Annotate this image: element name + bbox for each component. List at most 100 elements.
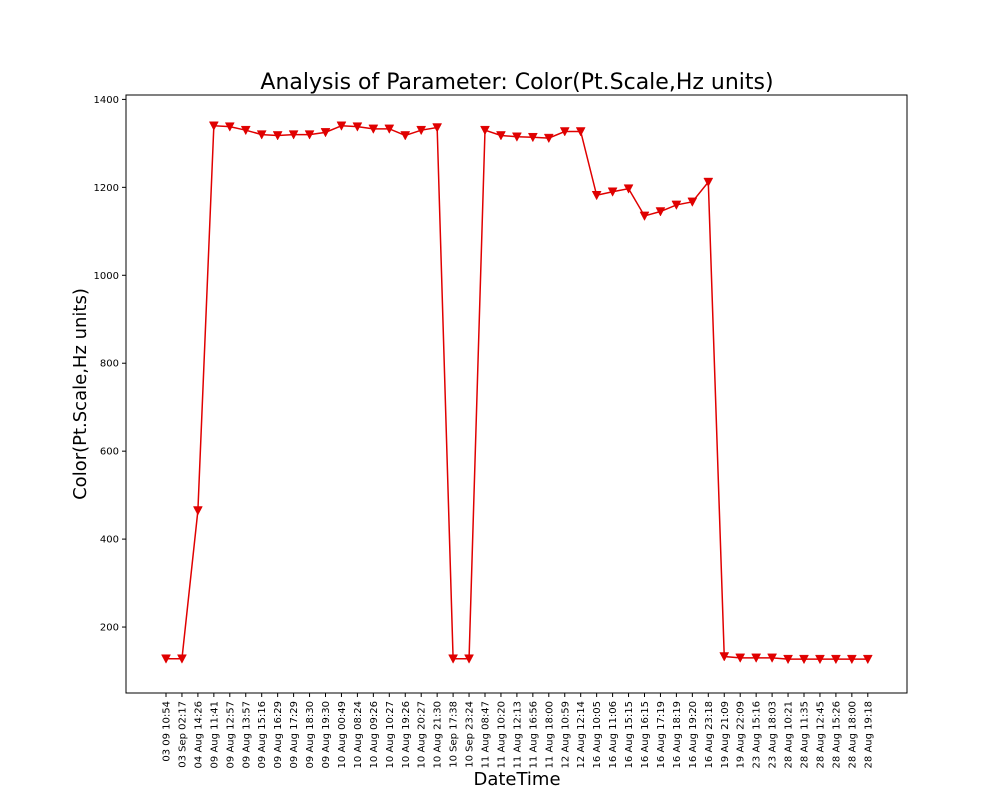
x-tick-label: 16 Aug 17:19 <box>656 701 667 768</box>
data-point <box>735 653 746 663</box>
x-tick-label: 12 Aug 10:59 <box>560 701 571 768</box>
y-tick-label: 600 <box>100 447 119 458</box>
x-tick-label: 19 Aug 21:09 <box>720 701 731 768</box>
x-tick-label: 10 Aug 00:49 <box>337 701 348 768</box>
x-tick-label: 12 Aug 12:14 <box>576 701 587 768</box>
data-point <box>607 187 618 197</box>
data-point <box>623 184 634 194</box>
data-point <box>400 131 411 141</box>
x-tick-label: 03 09 10:54 <box>162 701 173 762</box>
data-series <box>161 121 873 665</box>
data-point <box>671 200 682 210</box>
x-tick-label: 16 Aug 11:06 <box>608 701 619 768</box>
x-tick-label: 16 Aug 19:20 <box>688 701 699 768</box>
x-tick-label: 28 Aug 11:35 <box>800 701 811 768</box>
x-tick-label: 16 Aug 15:15 <box>624 701 635 768</box>
data-point <box>336 121 347 131</box>
x-tick-label: 28 Aug 10:21 <box>784 701 795 768</box>
data-point <box>559 127 570 137</box>
data-point <box>751 653 762 663</box>
data-point <box>639 211 650 221</box>
x-tick-label: 28 Aug 15:26 <box>831 701 842 768</box>
y-tick-label: 1400 <box>94 95 119 106</box>
x-tick-label: 10 Sep 17:38 <box>449 701 460 768</box>
x-axis-label: DateTime <box>473 769 560 790</box>
data-point <box>320 128 331 138</box>
x-tick-label: 10 Sep 23:24 <box>465 701 476 768</box>
x-tick-label: 11 Aug 10:20 <box>496 701 507 768</box>
series-line <box>166 124 868 660</box>
data-point <box>846 654 857 665</box>
data-point <box>480 125 490 136</box>
x-tick-label: 09 Aug 12:57 <box>225 701 236 768</box>
x-tick-label: 11 Aug 18:00 <box>544 701 555 768</box>
y-axis: 200 400 600 800 1000 1200 1400 <box>94 95 126 634</box>
data-point <box>719 652 730 662</box>
data-point <box>384 124 395 134</box>
data-point <box>432 123 443 133</box>
x-tick-label: 19 Aug 22:09 <box>736 701 747 768</box>
data-point <box>224 122 235 132</box>
y-tick-label: 800 <box>100 359 119 370</box>
x-tick-label: 11 Aug 12:13 <box>512 701 523 768</box>
x-tick-label: 09 Aug 16:29 <box>273 701 284 768</box>
data-point <box>368 124 379 134</box>
x-tick-label: 09 Aug 18:30 <box>305 701 316 768</box>
x-tick-label: 16 Aug 23:18 <box>704 701 715 768</box>
data-point <box>240 125 251 136</box>
x-tick-label: 28 Aug 12:45 <box>815 701 826 768</box>
plot-area <box>125 94 908 694</box>
x-tick-label: 03 Sep 02:17 <box>177 701 188 768</box>
x-tick-label: 09 Aug 17:29 <box>289 701 300 768</box>
x-tick-label: 23 Aug 15:16 <box>752 701 763 768</box>
data-point <box>352 122 363 132</box>
data-point <box>527 132 538 143</box>
x-tick-label: 09 Aug 11:41 <box>209 701 220 768</box>
y-tick-label: 200 <box>100 623 119 634</box>
x-tick-label: 10 Aug 10:27 <box>385 701 396 768</box>
x-tick-label: 10 Aug 21:30 <box>433 701 444 768</box>
data-point <box>799 654 809 665</box>
data-point <box>543 133 554 144</box>
data-point <box>591 191 602 201</box>
data-point <box>161 654 171 664</box>
data-point <box>862 654 873 665</box>
y-tick-label: 1000 <box>94 271 119 282</box>
x-tick-label: 10 Aug 20:27 <box>417 701 428 768</box>
y-tick-label: 1200 <box>94 183 119 194</box>
x-tick-label: 10 Aug 19:26 <box>401 701 412 768</box>
x-tick-label: 11 Aug 08:47 <box>481 701 492 768</box>
data-point <box>177 654 187 664</box>
data-point <box>416 125 427 136</box>
data-point <box>687 197 698 207</box>
data-point <box>192 506 203 516</box>
data-point <box>448 654 459 664</box>
x-axis: 03 09 10:54 03 Sep 02:17 04 Aug 14:26 09 Au… <box>162 693 874 768</box>
data-point <box>703 177 714 188</box>
data-point <box>830 654 841 665</box>
data-point <box>288 130 299 140</box>
x-tick-label: 11 Aug 16:56 <box>528 701 539 768</box>
x-tick-label: 10 Aug 08:24 <box>353 701 364 768</box>
x-tick-label: 28 Aug 18:00 <box>847 701 858 768</box>
data-point <box>783 654 793 665</box>
x-tick-label: 04 Aug 14:26 <box>193 701 204 768</box>
x-tick-label: 28 Aug 19:18 <box>863 701 874 768</box>
data-point <box>511 132 522 142</box>
data-point <box>304 130 315 140</box>
x-tick-label: 09 Aug 19:30 <box>321 701 332 768</box>
data-point <box>767 653 778 663</box>
y-tick-label: 400 <box>100 535 119 546</box>
data-point <box>815 654 825 665</box>
y-axis-label: Color(Pt.Scale,Hz units) <box>70 288 91 500</box>
data-point <box>272 131 283 141</box>
x-tick-label: 09 Aug 15:16 <box>257 701 268 768</box>
data-point <box>464 654 474 664</box>
x-tick-label: 10 Aug 09:26 <box>369 701 380 768</box>
x-tick-label: 09 Aug 13:57 <box>241 701 252 768</box>
x-tick-label: 16 Aug 18:19 <box>672 701 683 768</box>
data-point <box>208 121 219 131</box>
data-point <box>655 207 666 217</box>
data-point <box>496 131 506 141</box>
